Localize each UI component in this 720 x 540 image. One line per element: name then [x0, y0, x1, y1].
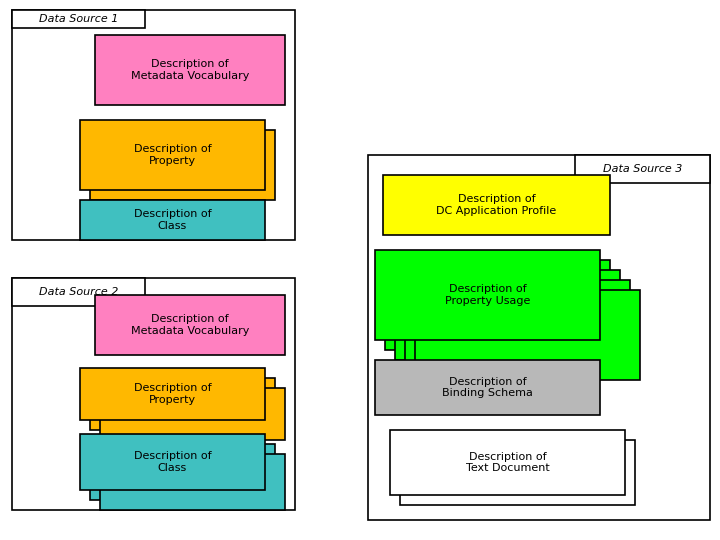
Text: Data Source 3: Data Source 3	[603, 164, 682, 174]
Text: Description of
Metadata Vocabulary: Description of Metadata Vocabulary	[131, 59, 249, 81]
Bar	[80, 434, 265, 490]
Text: Description of
Property: Description of Property	[134, 383, 211, 405]
Bar	[385, 260, 610, 350]
Bar	[90, 444, 275, 500]
Bar	[12, 10, 295, 240]
Text: Description of
DC Application Profile: Description of DC Application Profile	[436, 194, 557, 216]
Bar	[80, 120, 265, 190]
Bar	[80, 368, 265, 420]
Bar	[90, 378, 275, 430]
Bar	[100, 388, 285, 440]
Bar	[390, 430, 625, 495]
Text: Description of
Text Document: Description of Text Document	[466, 451, 549, 473]
Bar	[395, 270, 620, 360]
Bar	[90, 130, 275, 200]
Text: Description of
Class: Description of Class	[134, 451, 211, 473]
Text: Description of
Property Usage: Description of Property Usage	[445, 284, 530, 306]
Text: Description of
Binding Schema: Description of Binding Schema	[442, 377, 533, 399]
Bar	[368, 155, 710, 520]
Bar	[95, 295, 285, 355]
Text: Description of
Property: Description of Property	[134, 144, 211, 166]
Bar	[400, 440, 635, 505]
Bar	[575, 155, 710, 183]
Bar	[405, 280, 630, 370]
Bar	[375, 360, 600, 415]
Text: Data Source 1: Data Source 1	[39, 14, 118, 24]
Bar	[375, 250, 600, 340]
Bar	[95, 35, 285, 105]
Bar	[80, 200, 265, 240]
Text: Description of
Class: Description of Class	[134, 209, 211, 231]
Text: Data Source 2: Data Source 2	[39, 287, 118, 297]
Bar	[415, 290, 640, 380]
Bar	[12, 10, 145, 28]
Bar	[12, 278, 295, 510]
Bar	[100, 454, 285, 510]
Bar	[12, 278, 145, 306]
Text: Description of
Metadata Vocabulary: Description of Metadata Vocabulary	[131, 314, 249, 336]
Bar	[383, 175, 610, 235]
